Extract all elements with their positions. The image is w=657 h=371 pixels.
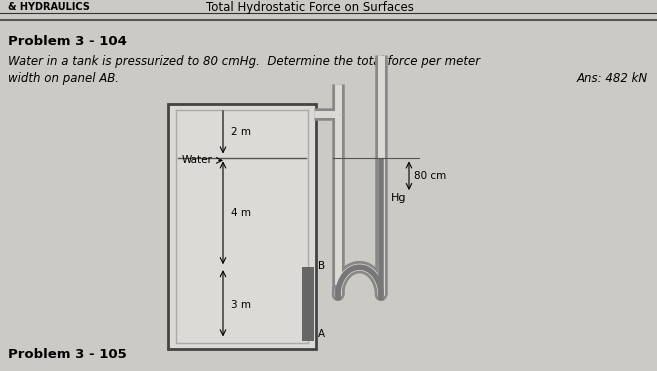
Text: Ans: 482 kN: Ans: 482 kN: [577, 72, 648, 85]
Text: Water: Water: [182, 155, 213, 165]
Text: width on panel AB.: width on panel AB.: [8, 72, 119, 85]
Text: B: B: [318, 261, 325, 271]
Text: 80 cm: 80 cm: [414, 171, 446, 181]
Text: & HYDRAULICS: & HYDRAULICS: [8, 2, 90, 12]
Text: A: A: [318, 329, 325, 339]
Text: 2 m: 2 m: [231, 127, 251, 137]
Text: 3 m: 3 m: [231, 300, 251, 310]
Bar: [302, 267, 314, 341]
Text: 4 m: 4 m: [231, 208, 251, 218]
Text: Hg: Hg: [391, 193, 407, 203]
Text: Total Hydrostatic Force on Surfaces: Total Hydrostatic Force on Surfaces: [206, 1, 414, 14]
Text: Problem 3 - 105: Problem 3 - 105: [8, 348, 127, 361]
Text: Water in a tank is pressurized to 80 cmHg.  Determine the total force per meter: Water in a tank is pressurized to 80 cmH…: [8, 55, 480, 68]
Text: Problem 3 - 104: Problem 3 - 104: [8, 35, 127, 48]
Bar: [168, 104, 316, 349]
